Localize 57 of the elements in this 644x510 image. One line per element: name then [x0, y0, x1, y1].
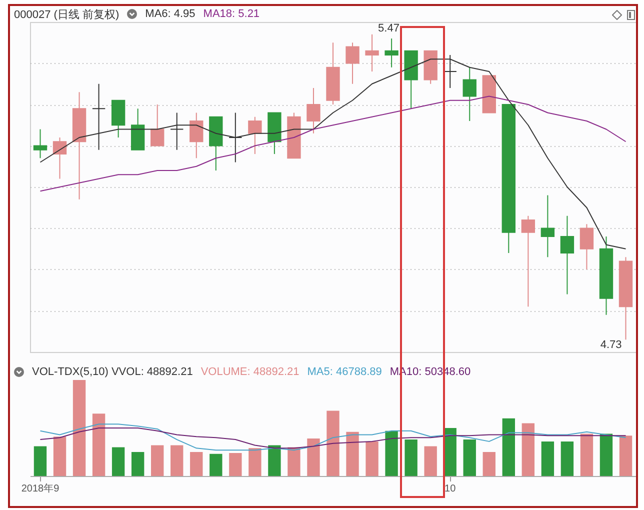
bar [34, 446, 47, 476]
bar [619, 436, 632, 476]
candlestick [521, 215, 536, 308]
bar [288, 447, 300, 476]
annotation: 4.73 [600, 339, 622, 351]
bar [72, 380, 86, 476]
candlestick [190, 112, 204, 159]
candlestick [52, 137, 67, 180]
bar [463, 440, 476, 476]
chart-title: 000027 (日线 前复权) [14, 8, 120, 22]
bar [131, 452, 144, 476]
candlestick [365, 34, 379, 72]
candlestick [228, 112, 242, 163]
bar [424, 446, 437, 476]
annotation: 5.47 [378, 22, 400, 34]
candlestick [580, 224, 594, 270]
bar [92, 414, 106, 476]
x-tick-label: 2018年9 [21, 482, 60, 494]
candlestick [33, 128, 48, 159]
bar [600, 434, 613, 476]
bar [502, 418, 515, 476]
bar [268, 445, 281, 476]
candlestick [346, 42, 360, 84]
bar [366, 441, 378, 476]
bar [151, 445, 164, 476]
text: MA6: 4.95 [145, 8, 196, 20]
bar [307, 438, 320, 476]
bar [170, 445, 184, 476]
bar [560, 441, 574, 476]
candlestick [306, 88, 320, 134]
text: MA18: 5.21 [203, 8, 260, 20]
candlestick [248, 116, 262, 154]
bar [482, 452, 496, 476]
bar [580, 434, 594, 476]
candlestick [462, 66, 476, 122]
candlestick [92, 83, 106, 150]
bar [190, 452, 203, 476]
bar [541, 441, 554, 476]
text: MA5: 46788.89 [307, 366, 382, 378]
bar [229, 452, 242, 476]
bar [385, 430, 398, 476]
bar [210, 454, 222, 476]
candlestick [150, 104, 164, 146]
chart-title: VOL-TDX(5,10) VVOL: 48892.21 [32, 366, 193, 378]
candlestick [560, 215, 574, 295]
text: VOLUME: 48892.21 [200, 366, 300, 378]
x-tick-label: 10 [444, 484, 456, 494]
bar [346, 432, 359, 476]
bar [326, 410, 340, 476]
candlestick [540, 194, 555, 258]
candlestick [170, 112, 184, 150]
bar [53, 436, 66, 476]
bar [112, 447, 125, 476]
candlestick [384, 38, 398, 68]
bar [522, 423, 535, 476]
bar [248, 448, 262, 476]
bar [404, 440, 418, 476]
